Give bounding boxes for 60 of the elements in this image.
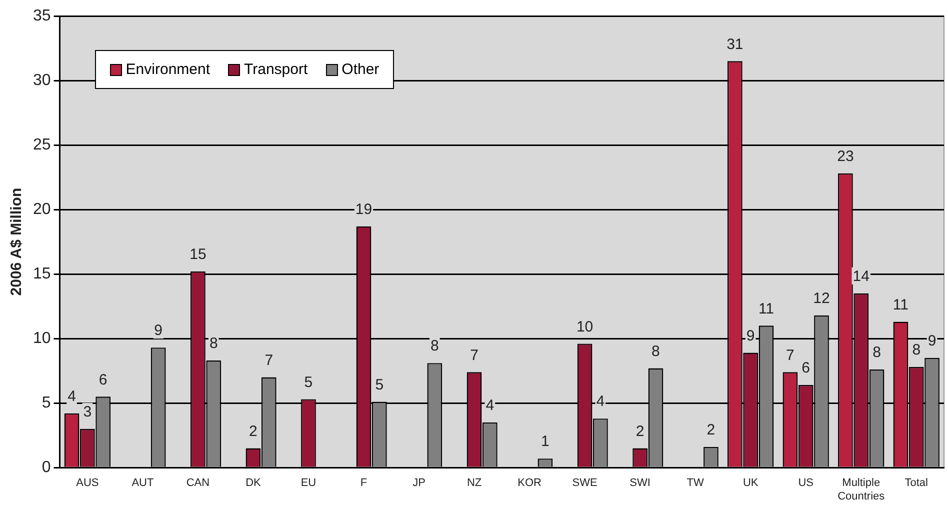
x-tick-label: TW	[686, 477, 704, 490]
data-label: 2	[706, 422, 716, 439]
data-label: 4	[486, 397, 494, 414]
data-label: 5	[375, 376, 384, 394]
data-label: 11	[892, 296, 908, 314]
data-label: 7	[786, 346, 794, 364]
y-tick-label: 0	[42, 459, 51, 476]
data-label: 5	[304, 374, 313, 391]
x-tick-label: DK	[246, 477, 262, 490]
y-tick-label: 35	[33, 7, 51, 24]
y-tick-label: 25	[33, 136, 51, 154]
data-label: 14	[852, 268, 870, 286]
data-label: 6	[802, 360, 810, 377]
data-label: 9	[154, 322, 163, 340]
data-label: 8	[652, 342, 660, 360]
x-tick-label: SWI	[630, 477, 650, 490]
x-tick-label: AUT	[132, 477, 154, 490]
data-label: 9	[746, 327, 755, 344]
data-label: 8	[912, 342, 921, 359]
data-label: 19	[355, 200, 372, 218]
y-axis-title: 2006 A$ Million	[8, 188, 26, 296]
data-label: 8	[430, 338, 439, 355]
x-tick-label: JP	[412, 477, 426, 490]
data-label: 1	[541, 433, 550, 450]
x-tick-label: Multiple Countries	[838, 477, 886, 502]
data-label: 15	[190, 246, 206, 264]
x-tick-label: UK	[742, 477, 759, 490]
x-tick-label: SWE	[572, 477, 598, 490]
x-tick-label: EU	[300, 477, 316, 490]
x-tick-label: NZ	[466, 477, 482, 490]
legend-label: Other	[342, 61, 380, 78]
x-tick-label: US	[798, 477, 814, 490]
y-tick-label: 5	[42, 394, 51, 412]
data-label: 7	[470, 346, 478, 364]
data-label: 8	[872, 344, 881, 362]
data-label: 9	[928, 332, 936, 350]
data-label: 12	[813, 290, 830, 307]
x-tick-label: KOR	[518, 477, 542, 490]
data-label: 10	[576, 318, 594, 336]
x-tick-label: F	[360, 477, 368, 490]
data-label: 23	[837, 148, 854, 166]
x-tick-label: CAN	[186, 477, 210, 490]
data-label: 2	[249, 422, 258, 440]
data-label: 8	[209, 335, 218, 352]
data-label: 4	[596, 393, 605, 410]
data-label: 3	[83, 404, 92, 421]
x-tick-label: AUS	[76, 477, 99, 490]
legend-label: Environment	[126, 61, 210, 78]
data-label: 6	[98, 371, 108, 388]
y-tick-label: 15	[33, 265, 51, 282]
data-label: 7	[264, 352, 274, 369]
data-label: 2	[636, 422, 644, 440]
y-tick-label: 30	[33, 72, 51, 89]
y-tick-label: 20	[33, 200, 51, 218]
y-tick-label: 10	[33, 330, 51, 347]
data-label: 4	[68, 388, 76, 406]
data-label: 31	[726, 36, 744, 53]
x-tick-label: Total	[904, 477, 928, 490]
legend-label: Transport	[244, 61, 308, 78]
data-label: 11	[758, 300, 774, 318]
